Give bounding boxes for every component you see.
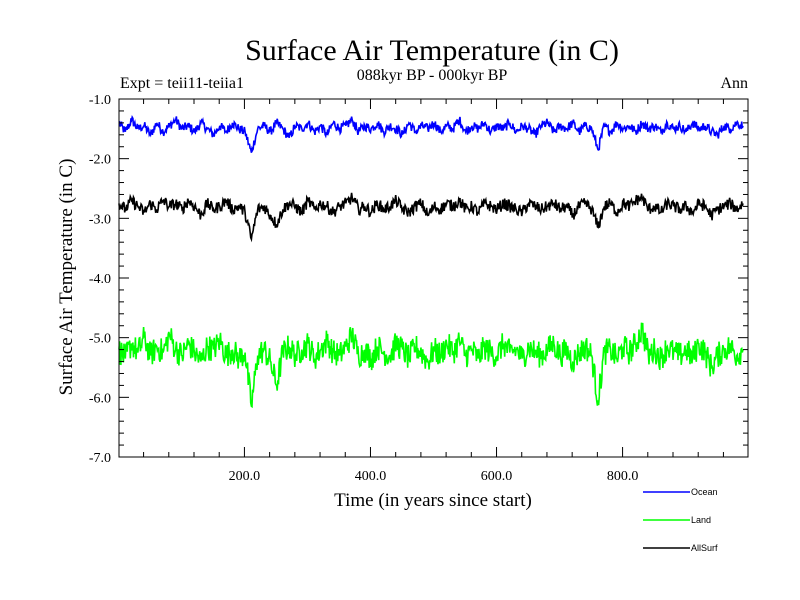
legend: Ocean Land AllSurf [643, 487, 718, 553]
tick-layer: -1.0 -2.0 -3.0 -4.0 -5.0 -6.0 -7.0 200.0 400.0 60… [89, 93, 748, 484]
experiment-label: Expt = teii11-teiia1 [120, 75, 244, 92]
series-line-allsurf [118, 192, 744, 243]
y-tick-label: -3.0 [89, 212, 111, 227]
series-line-land [118, 322, 744, 409]
legend-label-land: Land [691, 515, 711, 525]
y-tick-label: -5.0 [89, 332, 111, 347]
legend-label-allsurf: AllSurf [691, 543, 718, 553]
x-axis-label: Time (in years since start) [334, 490, 532, 511]
chart-title: Surface Air Temperature (in C) [245, 34, 619, 67]
x-tick-label: 200.0 [229, 469, 261, 484]
legend-label-ocean: Ocean [691, 487, 718, 497]
y-tick-label: -2.0 [89, 153, 111, 168]
y-tick-label: -7.0 [89, 451, 111, 466]
period-label: Ann [720, 75, 748, 92]
y-tick-label: -4.0 [89, 272, 111, 287]
y-tick-label: -6.0 [89, 391, 111, 406]
x-tick-label: 600.0 [481, 469, 513, 484]
y-axis-label: Surface Air Temperature (in C) [56, 159, 77, 396]
y-tick-label: -1.0 [89, 93, 111, 108]
series-layer [118, 115, 744, 409]
x-tick-label: 400.0 [355, 469, 387, 484]
chart-subtitle: 088kyr BP - 000kyr BP [357, 67, 508, 84]
plot-frame [118, 98, 749, 458]
x-tick-label: 800.0 [607, 469, 639, 484]
series-line-ocean [118, 115, 744, 153]
